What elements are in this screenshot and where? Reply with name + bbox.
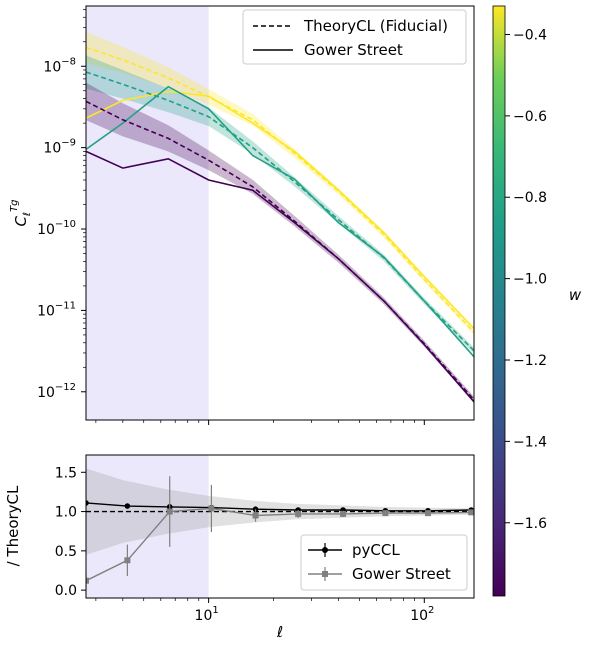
colorbar-tick-label-5: −1.4 xyxy=(513,434,547,450)
legend-gower-marker xyxy=(322,571,328,577)
bottom-ytick-label-3: 1.5 xyxy=(55,465,77,481)
bottom-axes-frame xyxy=(85,454,475,599)
colorbar-tick-label-0: −0.4 xyxy=(513,27,547,43)
ratio-point-1 xyxy=(166,508,173,515)
ratio-line-1 xyxy=(86,507,472,582)
top-panel: 10−12 10−11 10−10 10−9 10−8 CℓTg TheoryCL (F… xyxy=(9,5,475,425)
bottom-xtick-label-0: 101 xyxy=(195,605,219,624)
colorbar-tick-label-6: −1.6 xyxy=(513,516,547,532)
ratio-point-1 xyxy=(340,510,347,517)
bottom-legend-frame xyxy=(300,534,468,591)
top-ytick-label-0: 10−12 xyxy=(37,382,76,401)
bottom-xtick-label-1: 102 xyxy=(410,605,434,624)
top-legend-frame xyxy=(242,9,467,65)
legend-pyccl-marker xyxy=(322,547,328,553)
ratio-line-0 xyxy=(86,502,472,512)
bottom-plot-area xyxy=(86,455,474,598)
ratio-point-1 xyxy=(208,505,215,512)
theory-band-2 xyxy=(86,82,474,403)
colorbar-tick-label-2: −0.8 xyxy=(513,190,547,206)
top-shaded-region xyxy=(86,6,209,420)
ratio-point-1 xyxy=(295,510,302,517)
colorbar-tick-label-1: −0.6 xyxy=(513,109,547,125)
ratio-point-1 xyxy=(382,510,389,517)
theory-band-0 xyxy=(86,32,474,335)
top-ytick-label-3: 10−9 xyxy=(43,138,76,157)
ratio-point-1 xyxy=(124,557,131,564)
ratio-point-1 xyxy=(252,512,259,519)
top-ytick-label-2: 10−10 xyxy=(37,219,76,238)
ratio-point-0 xyxy=(86,500,89,506)
colorbar: −0.4 −0.6 −0.8 −1.0 −1.2 −1.4 −1.6 w xyxy=(492,5,582,597)
bottom-shaded-region xyxy=(86,455,209,598)
top-plot-area xyxy=(86,6,474,420)
bottom-y-ticks: 0.0 0.5 1.0 1.5 xyxy=(55,465,86,599)
legend-pyccl-label: pyCCL xyxy=(352,541,400,559)
bottom-x-ticks: 101 102 xyxy=(95,598,434,624)
legend-theorycl-label: TheoryCL (Fiducial) xyxy=(303,17,448,35)
colorbar-ticks: −0.4 −0.6 −0.8 −1.0 −1.2 −1.4 −1.6 xyxy=(505,27,547,532)
ratio-point-1 xyxy=(424,510,431,517)
ratio-point-1 xyxy=(468,509,474,516)
bottom-legend: pyCCL Gower Street xyxy=(300,534,468,591)
top-legend: TheoryCL (Fiducial) Gower Street xyxy=(242,9,467,65)
top-axes-frame xyxy=(85,5,475,421)
colorbar-gradient xyxy=(492,5,506,597)
gower-line-1 xyxy=(86,85,474,358)
bottom-panel: 0.0 0.5 1.0 1.5 101 102 / TheoryCL ℓ pyCCL G… xyxy=(4,454,475,641)
top-ytick-label-1: 10−11 xyxy=(37,300,76,319)
top-ytick-label-4: 10−8 xyxy=(43,56,76,75)
gower-line-0 xyxy=(86,90,474,330)
theory-line-2 xyxy=(86,100,474,401)
colorbar-label: w xyxy=(569,286,582,304)
ratio-point-1 xyxy=(86,577,89,584)
bottom-ytick-label-2: 1.0 xyxy=(55,505,77,521)
gower-line-2 xyxy=(86,150,474,403)
bottom-ytick-label-1: 0.5 xyxy=(55,544,77,560)
legend-gower-street-label-bottom: Gower Street xyxy=(352,565,451,583)
colorbar-tick-label-3: −1.0 xyxy=(513,272,547,288)
ratio-point-0 xyxy=(124,503,131,509)
legend-gower-street-label: Gower Street xyxy=(304,41,403,59)
top-y-axis-label: CℓTg xyxy=(9,199,33,226)
colorbar-tick-label-4: −1.2 xyxy=(513,353,547,369)
x-axis-label: ℓ xyxy=(276,623,283,641)
bottom-y-axis-label: / TheoryCL xyxy=(4,485,22,566)
bottom-ytick-label-0: 0.0 xyxy=(55,583,77,599)
